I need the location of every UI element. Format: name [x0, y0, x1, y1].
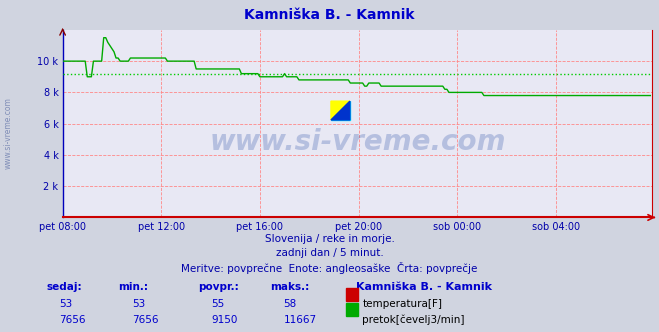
Text: zadnji dan / 5 minut.: zadnji dan / 5 minut.: [275, 248, 384, 258]
Text: pretok[čevelj3/min]: pretok[čevelj3/min]: [362, 315, 465, 325]
Text: maks.:: maks.:: [270, 282, 310, 292]
Text: 7656: 7656: [59, 315, 86, 325]
Text: 55: 55: [211, 299, 224, 309]
Text: 53: 53: [132, 299, 145, 309]
Text: 53: 53: [59, 299, 72, 309]
Text: 9150: 9150: [211, 315, 237, 325]
Text: Meritve: povprečne  Enote: angleosaške  Črta: povprečje: Meritve: povprečne Enote: angleosaške Čr…: [181, 262, 478, 274]
Text: Slovenija / reke in morje.: Slovenija / reke in morje.: [264, 234, 395, 244]
Text: www.si-vreme.com: www.si-vreme.com: [210, 128, 505, 156]
Text: Kamniška B. - Kamnik: Kamniška B. - Kamnik: [244, 8, 415, 22]
Text: temperatura[F]: temperatura[F]: [362, 299, 442, 309]
Text: 7656: 7656: [132, 315, 158, 325]
Text: 11667: 11667: [283, 315, 316, 325]
Polygon shape: [331, 101, 350, 120]
Polygon shape: [331, 101, 350, 120]
Polygon shape: [331, 101, 350, 120]
Text: min.:: min.:: [119, 282, 149, 292]
Text: www.si-vreme.com: www.si-vreme.com: [3, 97, 13, 169]
Text: Kamniška B. - Kamnik: Kamniška B. - Kamnik: [356, 282, 492, 292]
Text: 58: 58: [283, 299, 297, 309]
Text: sedaj:: sedaj:: [46, 282, 82, 292]
Text: povpr.:: povpr.:: [198, 282, 239, 292]
